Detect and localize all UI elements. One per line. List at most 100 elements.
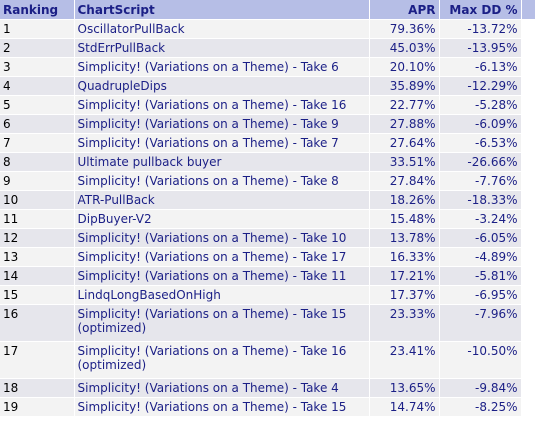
max-dd-column-header[interactable]: Max DD %: [439, 0, 522, 20]
table-row: 13 Simplicity! (Variations on a Theme) - …: [0, 247, 535, 267]
table-row: 3 Simplicity! (Variations on a Theme) - T…: [0, 57, 535, 77]
chartscript-link[interactable]: Simplicity! (Variations on a Theme) - Ta…: [74, 378, 370, 398]
ranking-cell: 3: [0, 57, 75, 77]
extra-cell: [521, 38, 535, 58]
ranking-cell: 10: [0, 190, 75, 210]
table-header-row: Ranking ChartScript APR Max DD %: [0, 0, 535, 20]
extra-cell: [521, 304, 535, 342]
max-dd-cell: -6.95%: [439, 285, 522, 305]
ranking-cell: 13: [0, 247, 75, 267]
chartscript-link[interactable]: OscillatorPullBack: [74, 19, 370, 39]
ranking-cell: 4: [0, 76, 75, 96]
chartscript-link[interactable]: ATR-PullBack: [74, 190, 370, 210]
table-row: 19 Simplicity! (Variations on a Theme) - …: [0, 397, 535, 417]
extra-cell: [521, 378, 535, 398]
chartscript-link[interactable]: Simplicity! (Variations on a Theme) - Ta…: [74, 133, 370, 153]
ranking-column-header[interactable]: Ranking: [0, 0, 75, 20]
apr-cell: 13.65%: [369, 378, 440, 398]
apr-cell: 22.77%: [369, 95, 440, 115]
extra-cell: [521, 95, 535, 115]
ranking-cell: 11: [0, 209, 75, 229]
extra-cell: [521, 247, 535, 267]
extra-cell: [521, 285, 535, 305]
apr-cell: 79.36%: [369, 19, 440, 39]
max-dd-cell: -26.66%: [439, 152, 522, 172]
extra-cell: [521, 133, 535, 153]
apr-cell: 17.37%: [369, 285, 440, 305]
chartscript-link[interactable]: Simplicity! (Variations on a Theme) - Ta…: [74, 114, 370, 134]
table-body: 1 OscillatorPullBack 79.36% -13.72% 2 StdErrP…: [0, 19, 535, 417]
apr-cell: 27.88%: [369, 114, 440, 134]
extra-cell: [521, 266, 535, 286]
chartscript-link[interactable]: LindqLongBasedOnHigh: [74, 285, 370, 305]
apr-cell: 45.03%: [369, 38, 440, 58]
max-dd-cell: -6.05%: [439, 228, 522, 248]
table-row: 17 Simplicity! (Variations on a Theme) - …: [0, 341, 535, 379]
table-row: 5 Simplicity! (Variations on a Theme) - T…: [0, 95, 535, 115]
chartscript-link[interactable]: Simplicity! (Variations on a Theme) - Ta…: [74, 95, 370, 115]
table-row: 18 Simplicity! (Variations on a Theme) - …: [0, 378, 535, 398]
apr-cell: 18.26%: [369, 190, 440, 210]
table-row: 8 Ultimate pullback buyer 33.51% -26.66%: [0, 152, 535, 172]
chartscript-link[interactable]: Simplicity! (Variations on a Theme) - Ta…: [74, 228, 370, 248]
chartscript-link[interactable]: Simplicity! (Variations on a Theme) - Ta…: [74, 266, 370, 286]
max-dd-cell: -9.84%: [439, 378, 522, 398]
ranking-cell: 6: [0, 114, 75, 134]
apr-column-header[interactable]: APR: [369, 0, 440, 20]
apr-cell: 35.89%: [369, 76, 440, 96]
table-row: 7 Simplicity! (Variations on a Theme) - T…: [0, 133, 535, 153]
ranking-cell: 5: [0, 95, 75, 115]
chartscript-link[interactable]: QuadrupleDips: [74, 76, 370, 96]
max-dd-cell: -5.81%: [439, 266, 522, 286]
apr-cell: 15.48%: [369, 209, 440, 229]
chartscript-link[interactable]: Simplicity! (Variations on a Theme) - Ta…: [74, 397, 370, 417]
chartscript-link[interactable]: StdErrPullBack: [74, 38, 370, 58]
apr-cell: 13.78%: [369, 228, 440, 248]
extra-cell: [521, 152, 535, 172]
max-dd-cell: -13.72%: [439, 19, 522, 39]
chartscript-link[interactable]: DipBuyer-V2: [74, 209, 370, 229]
apr-cell: 23.33%: [369, 304, 440, 342]
ranking-cell: 18: [0, 378, 75, 398]
ranking-cell: 9: [0, 171, 75, 191]
apr-cell: 14.74%: [369, 397, 440, 417]
apr-cell: 33.51%: [369, 152, 440, 172]
extra-cell: [521, 228, 535, 248]
extra-cell: [521, 171, 535, 191]
max-dd-cell: -6.13%: [439, 57, 522, 77]
extra-cell: [521, 19, 535, 39]
apr-cell: 27.64%: [369, 133, 440, 153]
ranking-cell: 14: [0, 266, 75, 286]
extra-cell: [521, 190, 535, 210]
max-dd-cell: -4.89%: [439, 247, 522, 267]
chartscript-link[interactable]: Ultimate pullback buyer: [74, 152, 370, 172]
chartscript-link[interactable]: Simplicity! (Variations on a Theme) - Ta…: [74, 304, 370, 342]
table-row: 6 Simplicity! (Variations on a Theme) - T…: [0, 114, 535, 134]
table-row: 10 ATR-PullBack 18.26% -18.33%: [0, 190, 535, 210]
table-row: 2 StdErrPullBack 45.03% -13.95%: [0, 38, 535, 58]
table-row: 4 QuadrupleDips 35.89% -12.29%: [0, 76, 535, 96]
ranking-cell: 12: [0, 228, 75, 248]
ranking-cell: 8: [0, 152, 75, 172]
apr-cell: 23.41%: [369, 341, 440, 379]
chartscript-link[interactable]: Simplicity! (Variations on a Theme) - Ta…: [74, 247, 370, 267]
chartscript-link[interactable]: Simplicity! (Variations on a Theme) - Ta…: [74, 171, 370, 191]
chartscript-link[interactable]: Simplicity! (Variations on a Theme) - Ta…: [74, 341, 370, 379]
extra-cell: [521, 341, 535, 379]
max-dd-cell: -12.29%: [439, 76, 522, 96]
extra-cell: [521, 57, 535, 77]
max-dd-cell: -10.50%: [439, 341, 522, 379]
chartscript-link[interactable]: Simplicity! (Variations on a Theme) - Ta…: [74, 57, 370, 77]
table-row: 14 Simplicity! (Variations on a Theme) - …: [0, 266, 535, 286]
ranking-cell: 15: [0, 285, 75, 305]
apr-cell: 16.33%: [369, 247, 440, 267]
extra-cell: [521, 397, 535, 417]
ranking-cell: 2: [0, 38, 75, 58]
extra-column-header: [521, 0, 535, 20]
chartscript-column-header[interactable]: ChartScript: [74, 0, 370, 20]
max-dd-cell: -3.24%: [439, 209, 522, 229]
max-dd-cell: -7.76%: [439, 171, 522, 191]
max-dd-cell: -6.09%: [439, 114, 522, 134]
max-dd-cell: -6.53%: [439, 133, 522, 153]
